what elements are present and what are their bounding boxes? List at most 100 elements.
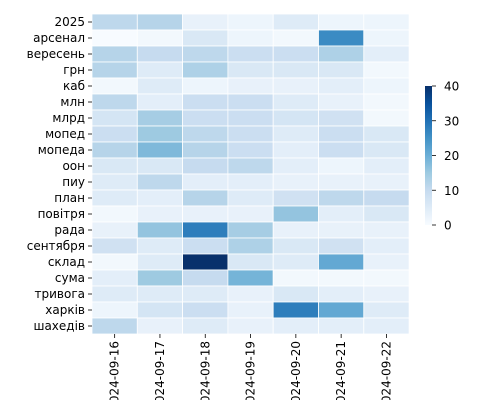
heatmap-cell xyxy=(91,237,138,255)
heatmap-cell xyxy=(318,157,365,175)
y-tick-label: 2025 xyxy=(54,15,85,29)
y-tick-label: шахедів xyxy=(33,319,85,333)
colorbar-ticks: 0 10 20 30 40 xyxy=(432,80,459,233)
heatmap-cell xyxy=(91,77,138,95)
heatmap-cell xyxy=(363,253,410,271)
x-tick-label: 2024-09-19 xyxy=(244,341,258,400)
heatmap-cell xyxy=(318,29,365,47)
heatmap-cell xyxy=(363,317,410,335)
heatmap-cell xyxy=(318,45,365,63)
colorbar xyxy=(425,86,432,225)
colorbar-tick-label: 40 xyxy=(444,80,459,94)
heatmap-cell xyxy=(363,93,410,111)
heatmap-cells xyxy=(91,13,410,335)
heatmap-cell xyxy=(272,285,319,303)
heatmap-cell xyxy=(182,173,229,191)
heatmap-cell xyxy=(363,141,410,159)
x-tick-labels: 2024-09-16 2024-09-17 2024-09-18 2024-09-19… xyxy=(108,334,393,400)
heatmap-cell xyxy=(227,61,274,79)
heatmap-cell xyxy=(318,285,365,303)
heatmap-cell xyxy=(363,13,410,31)
heatmap-cell xyxy=(272,45,319,63)
heatmap-cell xyxy=(272,141,319,159)
heatmap-cell xyxy=(136,29,184,47)
heatmap-cell xyxy=(136,205,184,223)
heatmap-cell xyxy=(363,189,410,207)
heatmap-cell xyxy=(363,301,410,319)
y-tick-label: мопед xyxy=(45,127,85,141)
y-tick-label: грн xyxy=(63,63,85,77)
heatmap-cell xyxy=(182,77,229,95)
heatmap-cell xyxy=(91,157,138,175)
heatmap-cell xyxy=(182,189,229,207)
heatmap-cell xyxy=(182,125,229,143)
heatmap-cell xyxy=(182,157,229,175)
heatmap-cell xyxy=(272,29,319,47)
heatmap-cell xyxy=(136,173,184,191)
heatmap-cell xyxy=(318,317,365,335)
heatmap-cell xyxy=(272,269,319,287)
x-tick-label: 2024-09-17 xyxy=(153,341,167,400)
heatmap-cell xyxy=(136,301,184,319)
heatmap-cell xyxy=(272,61,319,79)
heatmap-cell xyxy=(182,61,229,79)
heatmap-cell xyxy=(136,157,184,175)
y-tick-label: рада xyxy=(54,223,85,237)
heatmap-cell xyxy=(318,237,365,255)
heatmap-cell xyxy=(91,221,138,239)
heatmap-cell xyxy=(272,77,319,95)
y-tick-label: сума xyxy=(55,271,85,285)
heatmap-cell xyxy=(227,205,274,223)
y-tick-labels: 2025 арсенал вересень грн каб млн млрд мопед моп… xyxy=(27,15,92,333)
heatmap-cell xyxy=(227,189,274,207)
heatmap-cell xyxy=(182,253,229,271)
heatmap-cell xyxy=(91,205,138,223)
y-tick-label: вересень xyxy=(27,47,85,61)
heatmap-cell xyxy=(91,301,138,319)
y-tick-label: мопеда xyxy=(38,143,85,157)
heatmap-cell xyxy=(318,221,365,239)
heatmap-cell xyxy=(91,317,138,335)
heatmap-cell xyxy=(182,13,229,31)
heatmap-cell xyxy=(318,77,365,95)
heatmap-cell xyxy=(318,141,365,159)
heatmap-cell xyxy=(272,253,319,271)
heatmap-cell xyxy=(227,45,274,63)
heatmap-cell xyxy=(227,253,274,271)
colorbar-tick-label: 10 xyxy=(444,184,459,198)
heatmap-cell xyxy=(136,45,184,63)
y-tick-label: млрд xyxy=(52,111,85,125)
heatmap-cell xyxy=(182,141,229,159)
heatmap-cell xyxy=(318,125,365,143)
heatmap-cell xyxy=(363,205,410,223)
y-tick-label: харків xyxy=(45,303,85,317)
heatmap-cell xyxy=(91,45,138,63)
heatmap-cell xyxy=(318,301,365,319)
heatmap-cell xyxy=(136,221,184,239)
heatmap-cell xyxy=(272,237,319,255)
heatmap-cell xyxy=(91,141,138,159)
heatmap-cell xyxy=(272,157,319,175)
heatmap-cell xyxy=(91,189,138,207)
x-tick-label: 2024-09-21 xyxy=(334,341,348,400)
heatmap-cell xyxy=(136,61,184,79)
heatmap-cell xyxy=(363,173,410,191)
heatmap-cell xyxy=(227,221,274,239)
heatmap-cell xyxy=(91,29,138,47)
heatmap-cell xyxy=(363,157,410,175)
y-tick-label: сентября xyxy=(27,239,85,253)
y-tick-label: тривога xyxy=(35,287,85,301)
heatmap-cell xyxy=(318,269,365,287)
y-tick-label: план xyxy=(54,191,85,205)
heatmap-cell xyxy=(318,93,365,111)
y-tick-label: повітря xyxy=(38,207,85,221)
heatmap-cell xyxy=(318,13,365,31)
heatmap-cell xyxy=(227,285,274,303)
heatmap-cell xyxy=(227,269,274,287)
heatmap-cell xyxy=(318,109,365,127)
heatmap-cell xyxy=(318,189,365,207)
heatmap-cell xyxy=(136,93,184,111)
heatmap-cell xyxy=(91,109,138,127)
heatmap-cell xyxy=(182,93,229,111)
